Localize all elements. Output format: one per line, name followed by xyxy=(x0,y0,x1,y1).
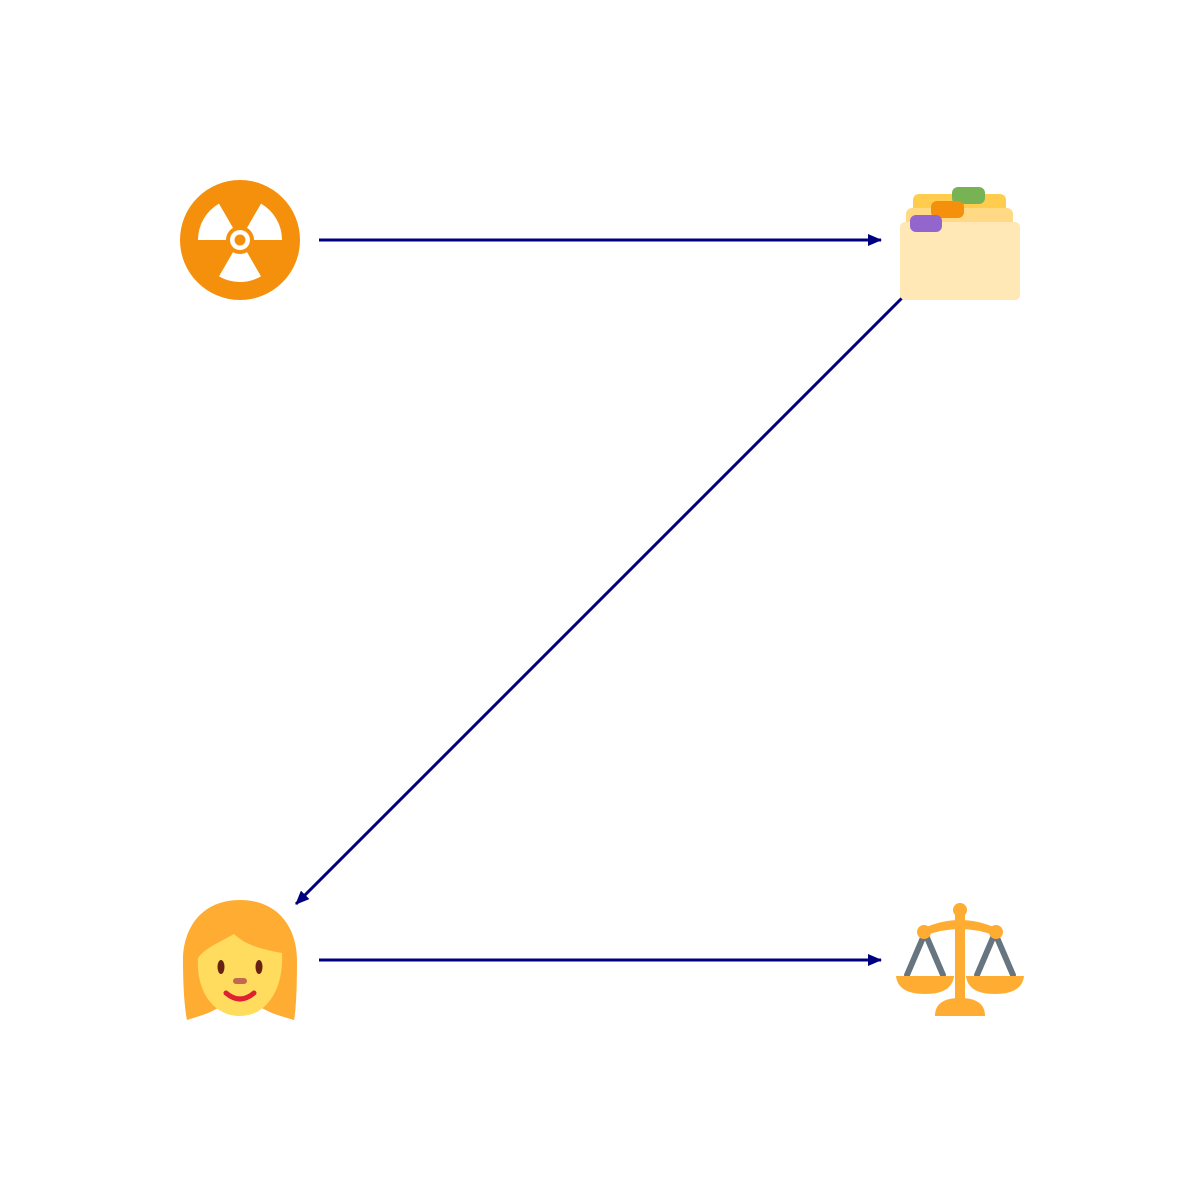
card-index-dividers-icon xyxy=(900,187,1020,300)
node-card-index xyxy=(900,187,1020,300)
woman-icon xyxy=(183,900,297,1020)
edges xyxy=(294,234,904,966)
node-scales xyxy=(896,903,1024,1016)
radioactive-icon xyxy=(180,180,300,300)
node-radioactive xyxy=(180,180,300,300)
face-shape xyxy=(197,934,283,1016)
node-woman xyxy=(183,900,297,1020)
balance-scale-icon xyxy=(896,903,1024,1016)
edge-card-index-to-woman xyxy=(294,296,904,906)
